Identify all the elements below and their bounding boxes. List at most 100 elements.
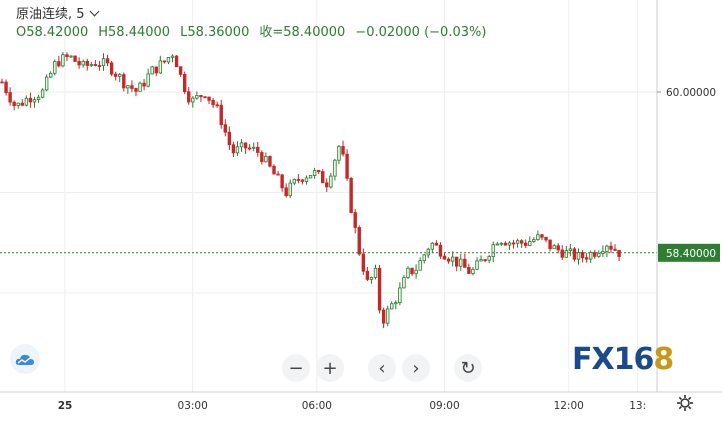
candle xyxy=(507,241,512,251)
candle-body xyxy=(122,74,126,89)
candle xyxy=(89,61,94,68)
candle-body xyxy=(260,152,264,163)
scroll-right-button[interactable]: › xyxy=(402,354,430,382)
candle xyxy=(0,78,4,84)
candle-body xyxy=(223,124,227,133)
candle-body xyxy=(174,55,179,68)
candle-body xyxy=(357,227,361,255)
candle-body xyxy=(353,212,357,228)
candle xyxy=(166,57,171,65)
candle xyxy=(93,59,98,67)
candle xyxy=(475,257,479,271)
candle-body xyxy=(544,236,548,241)
candle-body xyxy=(438,244,443,257)
candle xyxy=(584,252,589,263)
candle-body xyxy=(467,266,471,274)
candle-body xyxy=(247,147,252,150)
candle-body xyxy=(345,153,349,179)
candle xyxy=(130,80,134,93)
candle-body xyxy=(61,54,65,67)
candle xyxy=(515,238,520,248)
candle xyxy=(410,267,414,276)
candle-body xyxy=(207,96,211,101)
candle-body xyxy=(613,248,617,251)
candle-body xyxy=(524,242,528,246)
candle-body xyxy=(8,92,12,103)
candle-body xyxy=(191,97,195,103)
candle xyxy=(296,174,301,184)
candle xyxy=(544,236,548,243)
candle xyxy=(321,169,325,184)
candle-body xyxy=(170,55,175,58)
candle xyxy=(337,144,341,164)
candle xyxy=(122,72,126,92)
candle-body xyxy=(560,249,564,258)
candle-body xyxy=(609,245,613,250)
candle xyxy=(438,242,443,259)
candle xyxy=(361,248,366,275)
candle xyxy=(150,65,154,75)
candle-body xyxy=(593,252,597,257)
candle xyxy=(284,183,288,198)
candle xyxy=(463,253,467,268)
candle-body xyxy=(101,58,106,67)
candle-body xyxy=(211,99,215,106)
candle xyxy=(609,241,613,254)
candle xyxy=(134,87,138,97)
candle xyxy=(97,60,102,71)
candle-body xyxy=(199,95,203,98)
candle xyxy=(422,253,426,264)
candle xyxy=(333,158,337,181)
candle xyxy=(467,263,471,274)
candle-body xyxy=(195,95,199,99)
chevron-down-icon[interactable] xyxy=(89,6,99,17)
gear-icon[interactable] xyxy=(676,394,694,412)
x-tick-label: 25 xyxy=(58,400,73,412)
candle xyxy=(601,245,605,258)
brand-accent: 8 xyxy=(653,342,674,377)
candle-body xyxy=(410,267,414,275)
candle-body xyxy=(308,175,313,179)
reset-button[interactable]: ↻ xyxy=(454,354,482,382)
candle-body xyxy=(455,256,459,267)
candle xyxy=(369,276,374,284)
candle xyxy=(593,249,597,259)
candle-body xyxy=(373,267,378,278)
candle xyxy=(487,254,491,264)
candle-body xyxy=(479,259,483,262)
candle-body xyxy=(552,245,556,250)
candle xyxy=(406,266,410,280)
candle xyxy=(36,94,41,103)
candle-body xyxy=(296,179,301,181)
candle-body xyxy=(268,156,272,167)
candle xyxy=(53,59,57,76)
symbol-title[interactable]: 原油连续, 5 xyxy=(16,6,486,24)
zoom-in-button[interactable]: + xyxy=(316,354,344,382)
candle xyxy=(187,87,191,105)
candle-body xyxy=(540,234,544,238)
candle xyxy=(191,96,195,108)
candle xyxy=(61,51,65,68)
candle-body xyxy=(219,104,223,126)
candle-body xyxy=(442,255,447,260)
cloud-icon[interactable] xyxy=(10,344,40,374)
candle-body xyxy=(32,99,37,103)
candle xyxy=(357,225,361,256)
candle xyxy=(158,55,163,74)
candle xyxy=(597,250,601,258)
candle xyxy=(276,170,280,176)
scroll-left-button[interactable]: ‹ xyxy=(368,354,396,382)
candle-body xyxy=(361,253,366,272)
zoom-out-button[interactable]: − xyxy=(282,354,310,382)
brand-logo: FX168 xyxy=(572,342,674,377)
candle xyxy=(85,58,89,71)
candle-body xyxy=(394,302,398,305)
candle xyxy=(316,169,321,175)
candle-body xyxy=(446,258,451,262)
candle-body xyxy=(130,85,134,89)
candle-body xyxy=(0,81,4,84)
candle-body xyxy=(65,54,69,57)
candle xyxy=(256,141,260,157)
